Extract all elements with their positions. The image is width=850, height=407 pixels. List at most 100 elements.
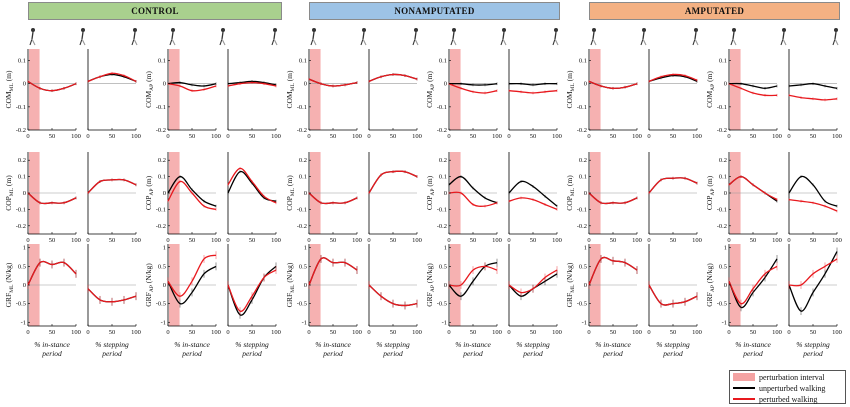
x-tick-label: 0 xyxy=(587,237,590,244)
x-tick-label: 50 xyxy=(530,237,537,244)
x-tick-label: 100 xyxy=(632,329,642,336)
x-tick-label: 0 xyxy=(166,237,169,244)
y-axis-label: GRFML (N/kg) xyxy=(4,262,15,307)
series-line-perturbed xyxy=(227,269,277,312)
y-axis-label: COPAP (m) xyxy=(705,175,716,210)
walker-leg xyxy=(221,38,226,46)
x-label-stance: % in-stance xyxy=(174,340,210,349)
y-axis-subscript: AP xyxy=(710,189,716,196)
x-label-stepping: period xyxy=(241,349,262,358)
x-tick-label: 50 xyxy=(49,133,56,140)
walker-leg xyxy=(362,38,367,46)
y-axis-subscript: ML xyxy=(570,284,576,293)
y-tick-label: -0.5 xyxy=(577,301,587,308)
y-axis-label: GRFML (N/kg) xyxy=(565,262,576,307)
x-label-stance: period xyxy=(602,349,623,358)
y-axis-unit: (N/kg) xyxy=(4,262,13,284)
x-tick-label: 50 xyxy=(750,329,757,336)
y-axis-unit: (m) xyxy=(565,70,574,83)
x-tick-label: 100 xyxy=(692,329,702,336)
y-axis-label: COMML (m) xyxy=(4,70,15,109)
y-axis-quantity: COP xyxy=(565,196,574,211)
x-tick-label: 0 xyxy=(647,237,650,244)
walker-head xyxy=(273,28,277,32)
x-tick-label: 50 xyxy=(810,329,817,336)
x-tick-label: 100 xyxy=(772,237,782,244)
series-line-perturbed xyxy=(308,192,358,205)
y-axis-label: GRFAP (N/kg) xyxy=(144,263,155,307)
y-tick-label: 0 xyxy=(304,190,307,197)
x-tick-label: 0 xyxy=(307,329,310,336)
x-tick-label: 100 xyxy=(492,237,502,244)
y-axis-subscript: AP xyxy=(149,189,155,196)
series-line-unperturbed xyxy=(448,261,498,297)
y-axis-unit: (m) xyxy=(425,175,434,188)
walker-body xyxy=(312,31,315,40)
y-tick-label: 0.5 xyxy=(299,263,307,270)
series-line-perturbed xyxy=(167,180,217,211)
x-tick-label: 100 xyxy=(832,329,842,336)
x-tick-label: 0 xyxy=(26,133,29,140)
legend-item-unperturbed: unperturbed walking xyxy=(733,383,825,393)
x-label-stepping: period xyxy=(802,349,823,358)
series-line-unperturbed xyxy=(167,81,217,87)
x-tick-label: 50 xyxy=(810,133,817,140)
y-axis-quantity: GRF xyxy=(705,292,714,307)
y-tick-label: -0.1 xyxy=(577,206,587,213)
y-axis-unit: (m) xyxy=(425,71,434,84)
y-tick-label: 0.5 xyxy=(579,263,587,270)
y-tick-label: -0.2 xyxy=(717,127,727,134)
walker-leg xyxy=(500,38,504,46)
y-axis-unit: (N/kg) xyxy=(144,263,153,285)
y-tick-label: 0 xyxy=(304,81,307,88)
walker-head xyxy=(31,28,35,32)
x-tick-label: 50 xyxy=(49,237,56,244)
x-tick-label: 100 xyxy=(131,237,141,244)
y-tick-label: 0 xyxy=(163,282,166,289)
y-tick-label: 0.2 xyxy=(299,157,307,164)
x-tick-label: 0 xyxy=(727,133,730,140)
walker-head xyxy=(732,28,736,32)
series-line-perturbed xyxy=(227,167,277,204)
y-axis-unit: (m) xyxy=(144,175,153,188)
walker-leg xyxy=(310,38,314,46)
series-line-unperturbed xyxy=(728,82,778,89)
legend-line-red xyxy=(733,398,755,400)
perturbation-patch xyxy=(310,49,321,130)
y-tick-label: 1 xyxy=(163,245,166,252)
group-title: CONTROL xyxy=(131,6,179,16)
series-line-unperturbed xyxy=(788,83,838,89)
y-tick-label: -0.1 xyxy=(297,104,307,111)
x-tick-label: 50 xyxy=(610,237,617,244)
y-tick-label: 0 xyxy=(584,81,587,88)
y-tick-label: 0 xyxy=(724,282,727,289)
series-line-perturbed xyxy=(227,81,277,87)
y-axis-label: COMML (m) xyxy=(285,70,296,109)
walker-leg xyxy=(554,38,559,46)
x-tick-label: 50 xyxy=(49,329,56,336)
x-tick-label: 50 xyxy=(750,237,757,244)
y-tick-label: -0.5 xyxy=(717,301,727,308)
x-label-stepping: % stepping xyxy=(796,340,830,349)
x-tick-label: 0 xyxy=(86,237,89,244)
x-tick-label: 100 xyxy=(71,133,81,140)
y-axis-label: COPML (m) xyxy=(565,175,576,211)
x-label-stepping: period xyxy=(522,349,543,358)
perturbation-patch xyxy=(29,49,40,130)
series-line-perturbed xyxy=(588,192,638,205)
x-label-stance: % in-stance xyxy=(735,340,771,349)
y-axis-unit: (m) xyxy=(565,175,574,188)
y-axis-label: COPAP (m) xyxy=(425,175,436,210)
walking-figure-icon xyxy=(500,28,507,46)
walker-body xyxy=(834,31,837,40)
y-tick-label: 0.5 xyxy=(158,263,166,270)
y-axis-quantity: COP xyxy=(705,196,714,211)
y-tick-label: -1 xyxy=(442,319,447,326)
y-tick-label: 0.1 xyxy=(18,174,26,181)
y-axis-quantity: GRF xyxy=(144,292,153,307)
walker-head xyxy=(642,28,646,32)
walker-leg xyxy=(79,38,83,46)
y-tick-label: 0 xyxy=(304,282,307,289)
y-tick-label: 0 xyxy=(23,282,26,289)
